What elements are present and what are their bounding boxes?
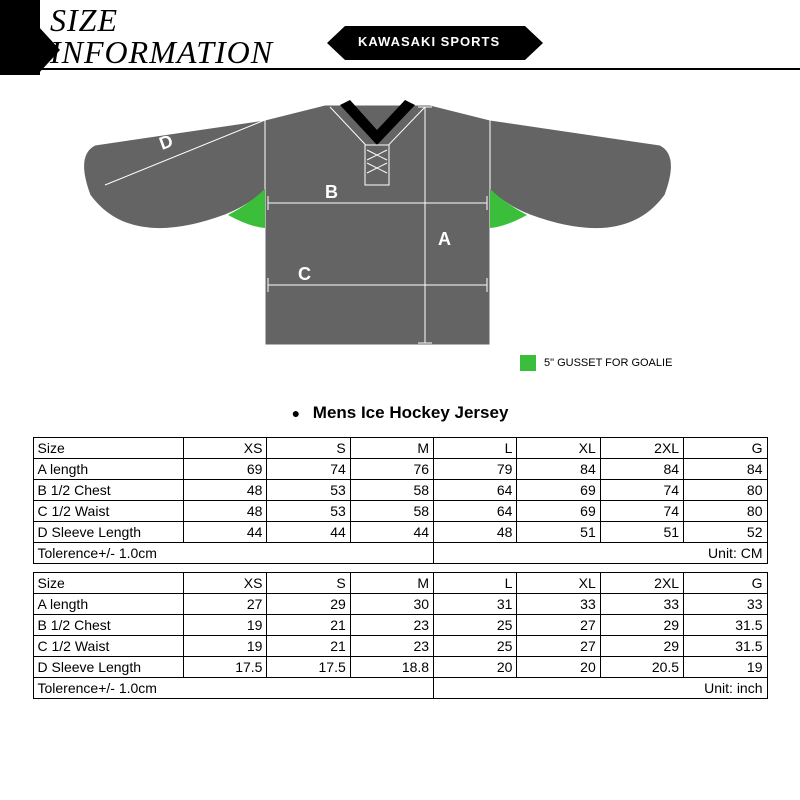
col-m: M: [350, 573, 433, 594]
size-table-inch: Size XS S M L XL 2XL G A length272930313…: [33, 572, 768, 699]
col-s: S: [267, 438, 350, 459]
measure-b-label: B: [325, 182, 338, 202]
header-accent: [0, 0, 40, 75]
gusset-legend: 5" GUSSET FOR GOALIE: [520, 355, 672, 371]
table-footer: Tolerence+/- 1.0cm Unit: CM: [33, 543, 767, 564]
chart-title: Mens Ice Hockey Jersey: [0, 403, 800, 423]
table-row: D Sleeve Length44444448515152: [33, 522, 767, 543]
col-l: L: [434, 438, 517, 459]
measure-a-label: A: [438, 229, 451, 249]
col-xl: XL: [517, 438, 600, 459]
brand-tag-text: KAWASAKI SPORTS: [358, 34, 500, 49]
title-line2: INFORMATION: [50, 34, 273, 70]
col-g: G: [684, 573, 767, 594]
col-size: Size: [33, 573, 184, 594]
table-footer: Tolerence+/- 1.0cm Unit: inch: [33, 678, 767, 699]
table-row: C 1/2 Waist48535864697480: [33, 501, 767, 522]
header-title: SIZE INFORMATION: [50, 4, 273, 68]
title-line1: SIZE: [50, 2, 118, 38]
col-xl: XL: [517, 573, 600, 594]
table-row: A length27293031333333: [33, 594, 767, 615]
col-g: G: [684, 438, 767, 459]
header-rule: [40, 68, 800, 70]
gusset-legend-swatch: [520, 355, 536, 371]
measure-c-label: C: [298, 264, 311, 284]
col-2xl: 2XL: [600, 573, 683, 594]
jersey-svg: A B C D: [50, 85, 705, 375]
col-s: S: [267, 573, 350, 594]
unit-cm: Unit: CM: [434, 543, 767, 564]
size-table-header: Size XS S M L XL 2XL G: [33, 573, 767, 594]
chart-title-text: Mens Ice Hockey Jersey: [313, 403, 509, 422]
tolerance-cm: Tolerence+/- 1.0cm: [33, 543, 434, 564]
table-row: C 1/2 Waist19212325272931.5: [33, 636, 767, 657]
col-xs: XS: [184, 573, 267, 594]
brand-tag-arrow-right-icon: [525, 26, 543, 60]
col-xs: XS: [184, 438, 267, 459]
size-table-header: Size XS S M L XL 2XL G: [33, 438, 767, 459]
col-l: L: [434, 573, 517, 594]
col-2xl: 2XL: [600, 438, 683, 459]
tolerance-inch: Tolerence+/- 1.0cm: [33, 678, 434, 699]
col-size: Size: [33, 438, 184, 459]
table-row: B 1/2 Chest19212325272931.5: [33, 615, 767, 636]
unit-inch: Unit: inch: [434, 678, 767, 699]
gusset-legend-text: 5" GUSSET FOR GOALIE: [544, 357, 672, 369]
jersey-diagram: A B C D 5" GUSSET FOR GOALIE: [0, 75, 800, 395]
size-table-cm: Size XS S M L XL 2XL G A length697476798…: [33, 437, 768, 564]
col-m: M: [350, 438, 433, 459]
brand-tag-arrow-left-icon: [327, 26, 345, 60]
table-row: D Sleeve Length17.517.518.8202020.519: [33, 657, 767, 678]
header: SIZE INFORMATION KAWASAKI SPORTS: [0, 0, 800, 75]
table-row: A length69747679848484: [33, 459, 767, 480]
table-row: B 1/2 Chest48535864697480: [33, 480, 767, 501]
